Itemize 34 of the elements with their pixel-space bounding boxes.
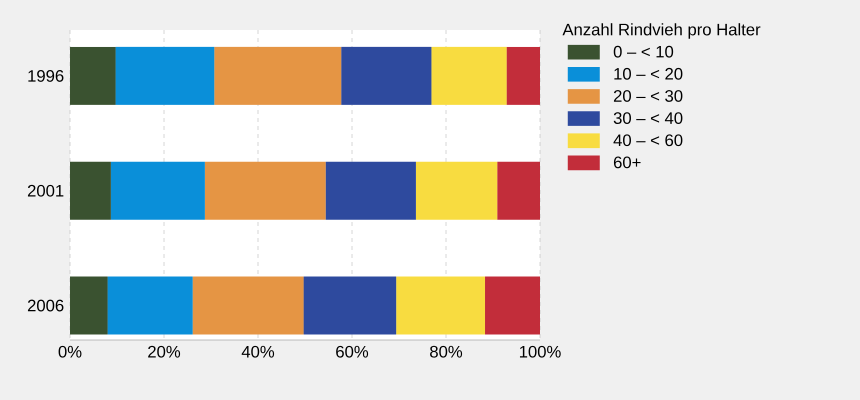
x-tick-label: 0% <box>58 346 82 358</box>
x-tick-label: 40% <box>242 346 274 358</box>
bar <box>304 276 396 335</box>
bar <box>396 276 486 335</box>
legend-label: 30 – < 40 <box>614 112 682 124</box>
x-tick-label: 80% <box>430 346 462 358</box>
legend-label: 40 – < 60 <box>613 134 682 146</box>
bar <box>70 46 116 105</box>
x-tick-label: 20% <box>148 346 180 358</box>
bar <box>497 162 540 220</box>
legend-label: 10 – < 20 <box>614 68 682 80</box>
bar <box>192 276 304 335</box>
bar <box>108 276 193 335</box>
bar <box>110 162 205 220</box>
y-tick-label: 2001 <box>28 184 64 197</box>
legend-label: 0 – < 10 <box>614 46 674 58</box>
bar <box>326 162 416 220</box>
y-tick-label: 1996 <box>28 70 64 82</box>
bar <box>204 162 326 220</box>
legend-label: 20 – < 30 <box>614 90 682 102</box>
x-tick-label: 60% <box>336 346 368 358</box>
x-tick-label: 100% <box>520 346 561 358</box>
legend-label: 60+ <box>614 156 641 168</box>
bar <box>116 46 214 105</box>
bar <box>341 46 432 105</box>
bar <box>506 46 540 105</box>
bar <box>416 162 498 220</box>
bar <box>431 46 507 105</box>
y-tick-label: 2006 <box>28 300 64 312</box>
legend-title: Anzahl Rindvieh pro Halter <box>562 23 760 39</box>
bar <box>214 46 342 105</box>
bar <box>70 276 108 335</box>
bar <box>485 276 540 335</box>
bar <box>70 162 111 220</box>
